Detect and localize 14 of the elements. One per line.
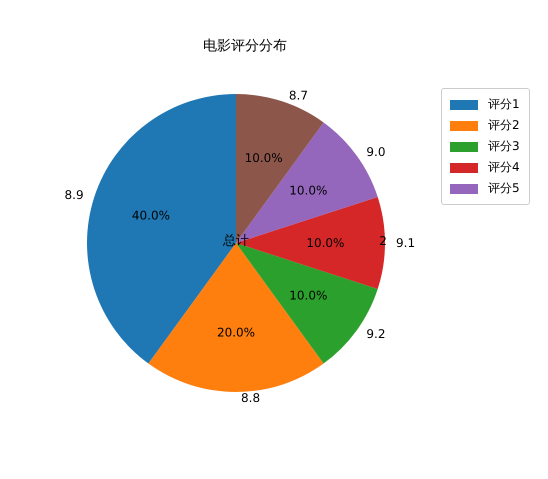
- slice-label: 9.2: [366, 327, 386, 342]
- slice-label: 9.0: [366, 144, 386, 159]
- slice-label: 8.7: [288, 88, 308, 103]
- data-label: 10.0%: [244, 150, 283, 165]
- data-label: 10.0%: [289, 183, 328, 198]
- data-label: 20.0%: [216, 325, 256, 340]
- data-label: 40.0%: [132, 208, 170, 222]
- slice-label: 8.9: [64, 188, 84, 202]
- chart-title: 电影评分分布: [203, 38, 287, 54]
- slice-label: 8.8: [241, 391, 260, 405]
- data-label: 10.0%: [306, 236, 344, 250]
- data-label: 10.0%: [289, 288, 328, 303]
- slice-label: 9.1: [396, 236, 416, 250]
- legend-box: 评分1 评分2 评分3 评分4 评分5: [441, 88, 530, 205]
